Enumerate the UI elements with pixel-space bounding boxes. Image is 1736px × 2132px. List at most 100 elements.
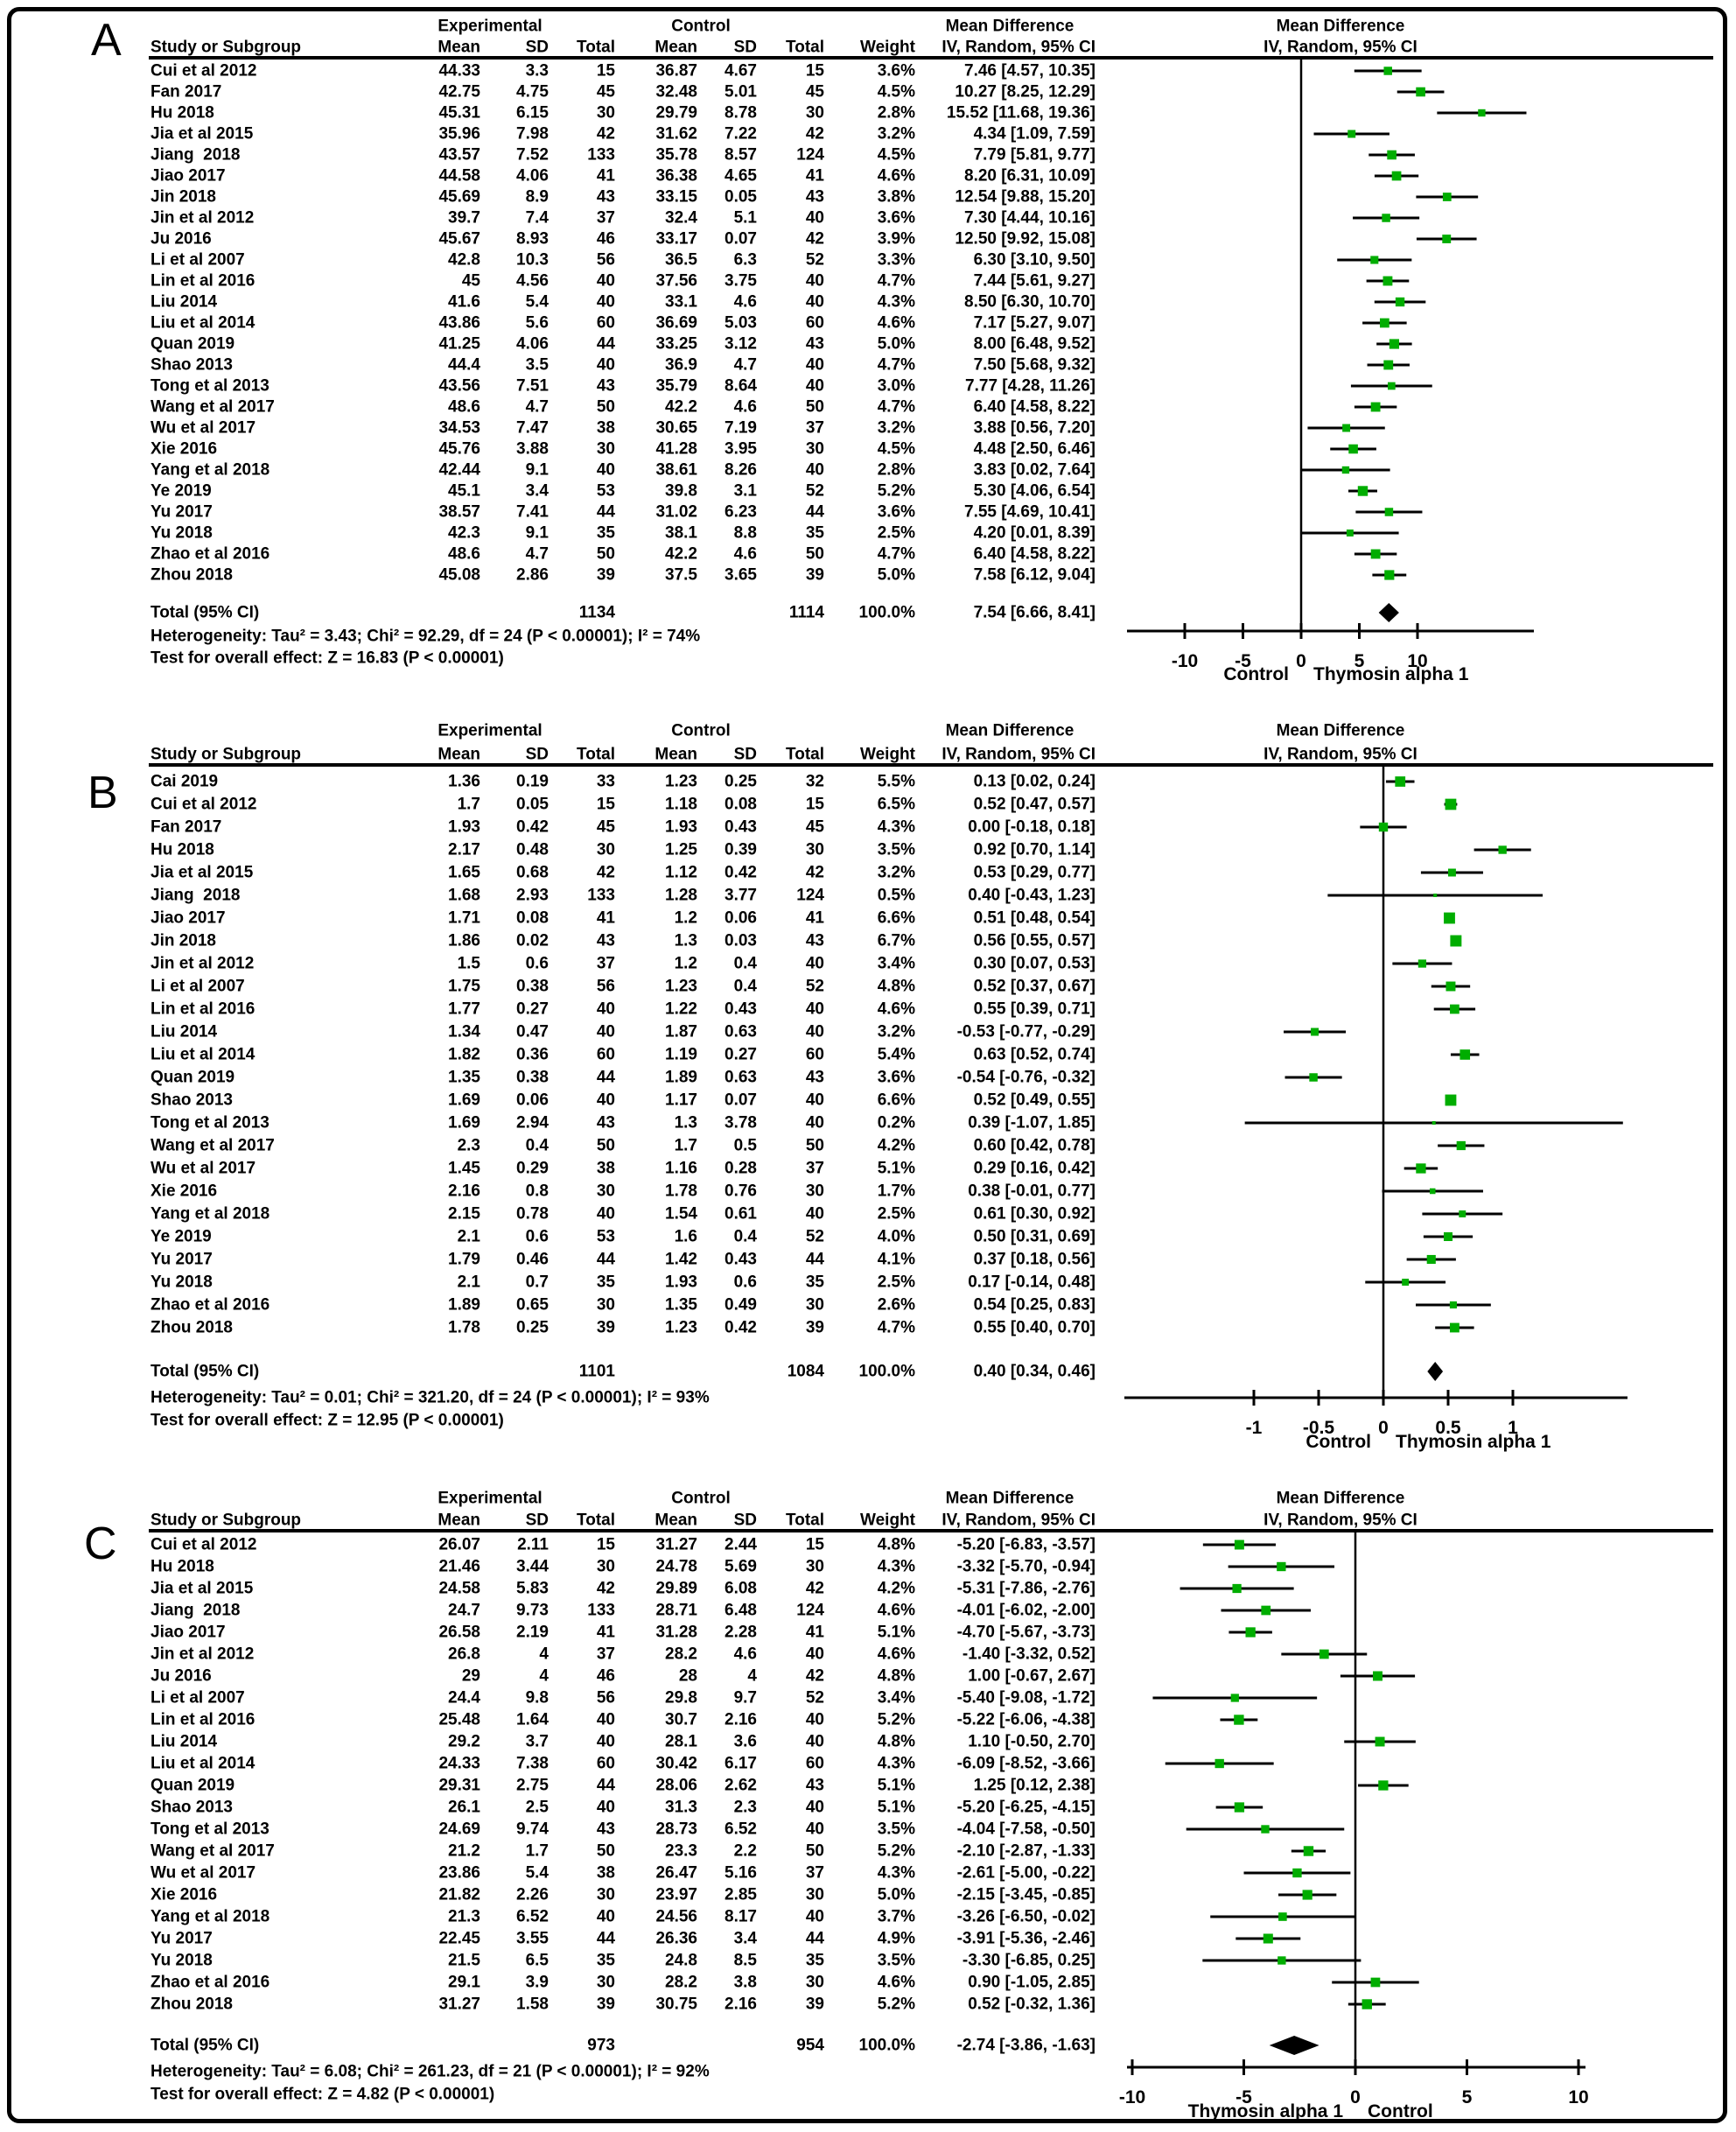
study-ctl-sd: 3.95 [724, 439, 757, 459]
study-weight: 5.1% [877, 1798, 915, 1817]
study-exp-total: 40 [596, 1907, 615, 1926]
study-exp-mean: 44.33 [438, 61, 480, 81]
study-ctl-total: 40 [805, 1907, 824, 1926]
group-header-mean-difference: Mean Difference [945, 721, 1074, 740]
study-ctl-sd: 2.44 [724, 1535, 757, 1554]
study-weight: 6.6% [877, 1091, 915, 1110]
study-ctl-sd: 4 [747, 1666, 757, 1686]
study-ctl-mean: 1.78 [665, 1182, 697, 1201]
plot-header-ci-method: IV, Random, 95% CI [1264, 38, 1418, 57]
study-exp-total: 40 [596, 460, 615, 480]
study-name: Hu 2018 [150, 840, 214, 859]
study-ctl-sd: 3.65 [724, 565, 757, 585]
study-ctl-mean: 28.2 [665, 1645, 697, 1664]
study-exp-total: 53 [596, 1227, 615, 1246]
plot-header-ci-method: IV, Random, 95% CI [1264, 745, 1418, 764]
study-ctl-sd: 3.75 [724, 271, 757, 291]
study-ctl-total: 52 [805, 250, 824, 270]
study-ctl-sd: 2.2 [733, 1841, 757, 1861]
study-ctl-mean: 42.2 [665, 397, 697, 417]
study-ctl-sd: 0.05 [724, 187, 757, 207]
study-ctl-total: 43 [805, 187, 824, 207]
study-ci-text: 7.77 [4.28, 11.26] [965, 376, 1096, 396]
study-ctl-sd: 0.07 [724, 229, 757, 249]
effect-marker [1444, 1232, 1452, 1241]
study-name: Jiao 2017 [150, 908, 226, 928]
study-ctl-mean: 30.65 [655, 418, 697, 438]
study-exp-total: 30 [596, 1557, 615, 1576]
study-name: Jiang 2018 [150, 886, 241, 905]
axis-tick-label: -10 [1118, 2087, 1146, 2107]
study-ctl-total: 37 [805, 1159, 824, 1178]
study-weight: 4.3% [877, 817, 915, 837]
study-exp-mean: 42.3 [448, 523, 480, 543]
study-ctl-sd: 0.25 [724, 772, 757, 791]
study-name: Jia et al 2015 [150, 863, 254, 882]
study-exp-total: 38 [596, 1159, 615, 1178]
study-exp-mean: 2.3 [457, 1136, 480, 1155]
study-ctl-mean: 33.15 [655, 187, 697, 207]
study-ctl-total: 44 [805, 1250, 824, 1269]
study-ci-text: 0.92 [0.70, 1.14] [973, 840, 1096, 859]
study-ctl-total: 40 [805, 954, 824, 973]
study-ci-text: 0.38 [-0.01, 0.77] [968, 1182, 1096, 1201]
study-ctl-total: 40 [805, 1798, 824, 1817]
study-exp-sd: 2.26 [516, 1885, 549, 1904]
study-ctl-mean: 1.2 [674, 908, 697, 928]
study-exp-total: 39 [596, 1318, 615, 1337]
study-ci-text: 0.17 [-0.14, 0.48] [968, 1273, 1096, 1292]
total-diamond [1427, 1362, 1444, 1381]
effect-marker [1442, 235, 1452, 243]
study-ci-text: 0.51 [0.48, 0.54] [973, 908, 1096, 928]
study-ctl-sd: 0.28 [724, 1159, 757, 1178]
study-exp-total: 43 [596, 1820, 615, 1839]
study-ctl-sd: 6.23 [724, 502, 757, 522]
study-ctl-mean: 1.42 [665, 1250, 697, 1269]
study-name: Wang et al 2017 [150, 397, 275, 417]
study-ci-text: 6.40 [4.58, 8.22] [973, 544, 1096, 564]
effect-marker [1383, 360, 1394, 370]
study-exp-mean: 1.75 [448, 977, 480, 996]
study-exp-total: 60 [596, 1045, 615, 1064]
study-ctl-sd: 0.03 [724, 931, 757, 950]
study-ctl-mean: 28 [678, 1666, 697, 1686]
study-name: Jiang 2018 [150, 145, 241, 165]
column-header-exp-total: Total [577, 1511, 615, 1530]
effect-marker [1346, 529, 1354, 537]
study-weight: 3.6% [877, 1068, 915, 1087]
study-ctl-sd: 4.6 [733, 397, 757, 417]
study-ctl-mean: 28.73 [655, 1820, 697, 1839]
study-name: Xie 2016 [150, 439, 218, 459]
study-exp-mean: 45 [461, 271, 480, 291]
effect-marker [1348, 130, 1356, 138]
study-weight: 5.0% [877, 1885, 915, 1904]
study-ctl-mean: 37.56 [655, 271, 697, 291]
study-ctl-sd: 0.63 [724, 1022, 757, 1041]
study-ctl-total: 124 [796, 886, 824, 905]
study-ctl-total: 40 [805, 1710, 824, 1729]
study-exp-sd: 4 [539, 1666, 549, 1686]
study-ci-text: 0.52 [0.49, 0.55] [973, 1091, 1096, 1110]
study-ctl-mean: 1.7 [674, 1136, 697, 1155]
study-exp-total: 44 [596, 502, 615, 522]
effect-marker [1426, 1254, 1436, 1265]
study-exp-mean: 24.4 [448, 1688, 480, 1708]
study-weight: 4.2% [877, 1136, 915, 1155]
study-weight: 3.5% [877, 840, 915, 859]
total-diamond [1269, 2036, 1320, 2055]
study-ctl-total: 40 [805, 292, 824, 312]
study-exp-total: 40 [596, 292, 615, 312]
study-ctl-sd: 0.63 [724, 1068, 757, 1087]
study-ci-text: 7.30 [4.44, 10.16] [964, 208, 1096, 228]
column-header-exp-sd: SD [525, 745, 549, 764]
axis-tick-label: 0 [1378, 1418, 1389, 1438]
study-ctl-mean: 1.17 [665, 1091, 697, 1110]
study-ctl-mean: 32.4 [665, 208, 697, 228]
study-exp-mean: 21.3 [448, 1907, 480, 1926]
study-ctl-mean: 24.8 [665, 1951, 697, 1970]
effect-marker [1429, 1188, 1436, 1195]
group-header-control: Control [671, 17, 731, 36]
study-weight: 4.7% [877, 397, 915, 417]
study-exp-mean: 31.27 [438, 1995, 480, 2014]
study-ctl-total: 42 [805, 124, 824, 144]
